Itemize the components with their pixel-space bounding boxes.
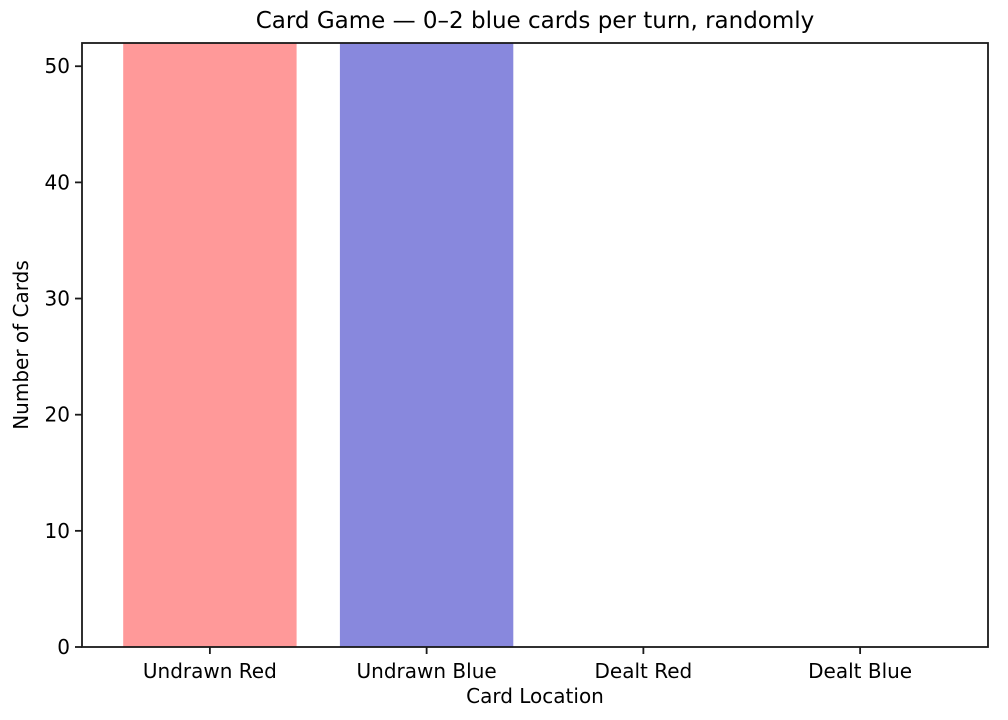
y-tick-label-20: 20 xyxy=(45,403,70,427)
x-tick-label-undrawn-blue: Undrawn Blue xyxy=(357,659,497,683)
bar-undrawn-blue xyxy=(339,43,514,647)
y-tick-label-10: 10 xyxy=(45,519,70,543)
bar-undrawn-red xyxy=(123,43,297,647)
x-axis-label: Card Location xyxy=(466,684,604,708)
x-tick-label-dealt-red: Dealt Red xyxy=(595,659,693,683)
y-tick-label-40: 40 xyxy=(45,170,70,194)
y-tick-label-30: 30 xyxy=(45,287,70,311)
chart-title: Card Game — 0–2 blue cards per turn, ran… xyxy=(255,8,815,34)
y-tick-label-0: 0 xyxy=(57,635,70,659)
x-tick-label-undrawn-red: Undrawn Red xyxy=(143,659,277,683)
x-tick-label-dealt-blue: Dealt Blue xyxy=(808,659,912,683)
plot-spines xyxy=(81,42,989,648)
y-tick-label-50: 50 xyxy=(45,54,70,78)
